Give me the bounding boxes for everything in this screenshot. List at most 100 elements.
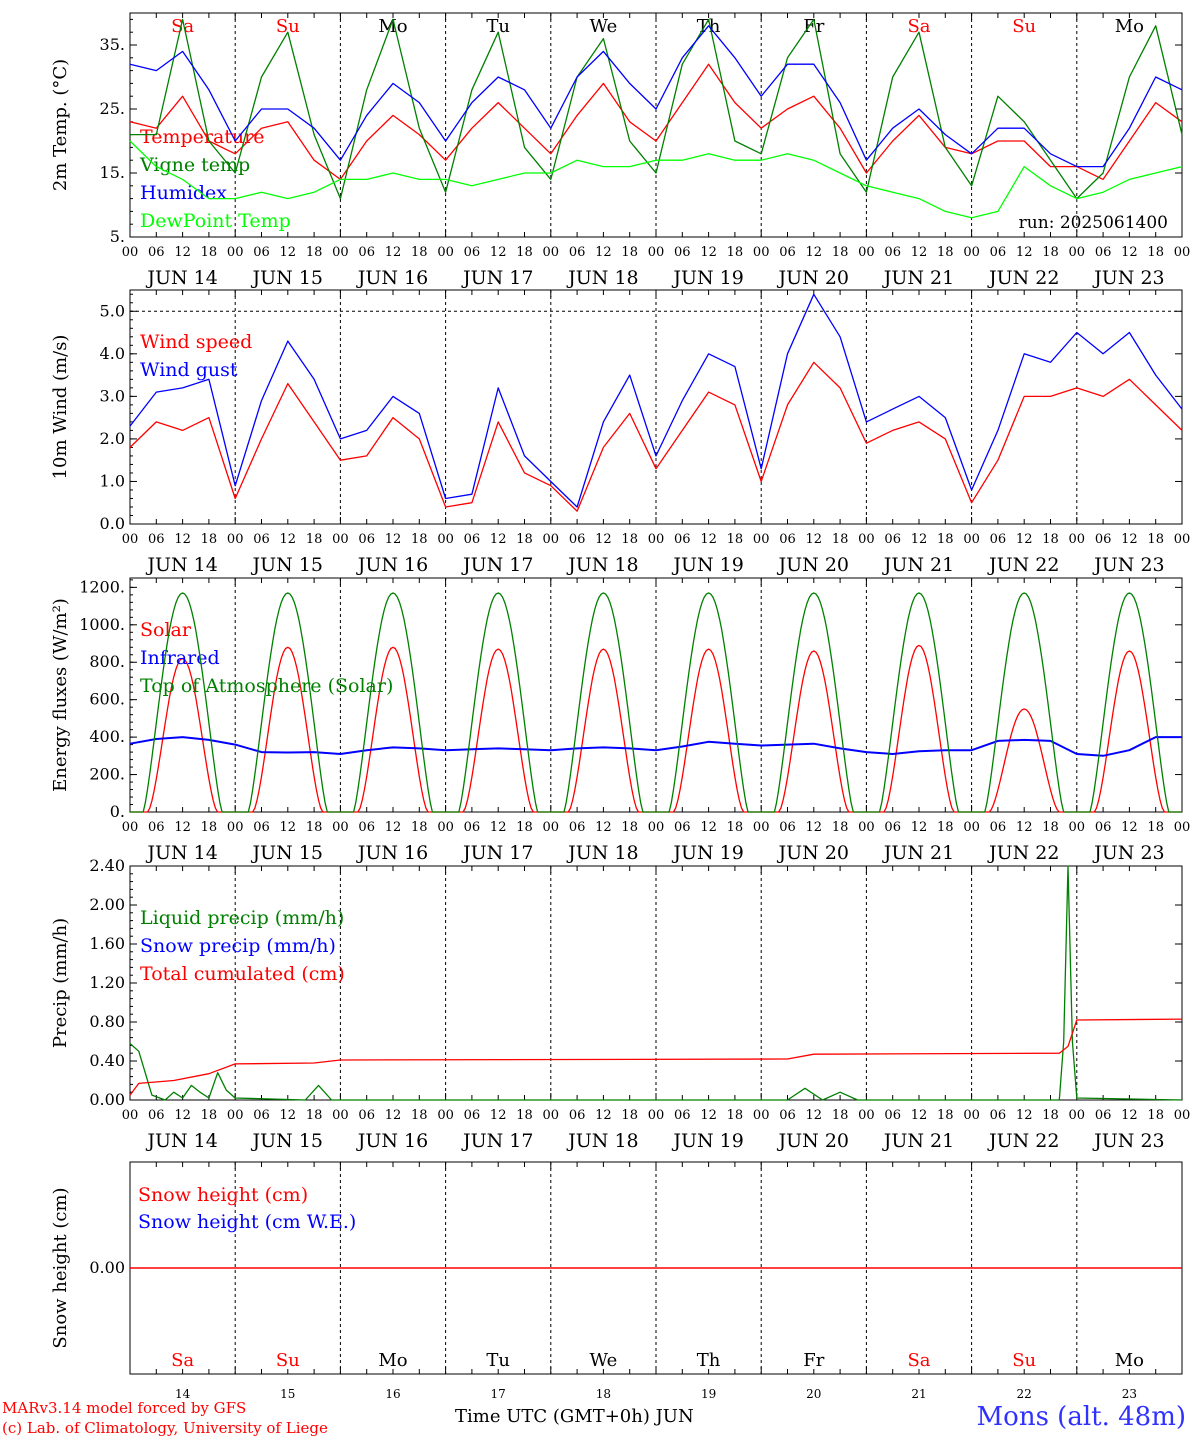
hour-label: 12 [595, 532, 612, 547]
y-tick-label: 0.0 [100, 514, 125, 533]
x-axis-title: Time UTC (GMT+0h) JUN [455, 1406, 694, 1427]
y-tick-label: 600. [89, 690, 125, 709]
hour-label: 06 [990, 245, 1007, 260]
hour-label: 18 [1042, 820, 1059, 835]
hour-label: 00 [332, 1108, 349, 1123]
hour-label: 06 [1095, 1108, 1112, 1123]
date-label: JUN 22 [987, 267, 1059, 289]
y-tick-label: 2.40 [89, 856, 125, 875]
hour-label: 00 [648, 1108, 665, 1123]
hour-label: 18 [516, 1108, 533, 1123]
hour-label: 00 [227, 532, 244, 547]
hour-label: 06 [358, 245, 375, 260]
hour-label: 18 [937, 245, 954, 260]
day-number-label: 19 [701, 1387, 716, 1401]
weekday-label: Sa [907, 1350, 930, 1371]
hour-label: 00 [648, 820, 665, 835]
y-tick-label: 800. [89, 652, 125, 671]
legend-entry: Infrared [140, 647, 220, 669]
date-label: JUN 21 [882, 554, 954, 576]
date-label: JUN 21 [882, 1130, 954, 1152]
hour-label: 06 [884, 245, 901, 260]
date-label: JUN 14 [145, 1130, 217, 1152]
weekday-label: Su [1012, 16, 1036, 37]
hour-label: 00 [753, 245, 770, 260]
hour-label: 06 [253, 1108, 270, 1123]
hour-label: 12 [490, 532, 507, 547]
date-label: JUN 16 [356, 842, 428, 864]
hour-label: 06 [148, 245, 165, 260]
y-axis-title: Energy fluxes (W/m²) [50, 598, 71, 792]
hour-label: 12 [911, 820, 928, 835]
date-label: JUN 22 [987, 842, 1059, 864]
legend-entry: Liquid precip (mm/h) [140, 907, 344, 929]
date-label: JUN 16 [356, 267, 428, 289]
date-label: JUN 20 [777, 842, 849, 864]
hour-label: 12 [1121, 245, 1138, 260]
hour-label: 18 [1042, 1108, 1059, 1123]
hour-label: 06 [464, 532, 481, 547]
hour-label: 18 [832, 532, 849, 547]
hour-label: 18 [727, 532, 744, 547]
hour-label: 00 [1069, 532, 1086, 547]
y-tick-label: 4.0 [100, 344, 125, 363]
hour-label: 00 [543, 1108, 560, 1123]
hour-label: 06 [253, 532, 270, 547]
model-credit: MARv3.14 model forced by GFS [2, 1399, 247, 1417]
hour-label: 18 [1147, 1108, 1164, 1123]
hour-label: 00 [332, 820, 349, 835]
hour-label: 12 [1016, 532, 1033, 547]
hour-label: 00 [858, 820, 875, 835]
hour-label: 12 [280, 245, 297, 260]
y-tick-label: 1.20 [89, 973, 125, 992]
weekday-label: Mo [378, 1350, 407, 1371]
day-number-label: 18 [596, 1387, 611, 1401]
hour-label: 12 [385, 532, 402, 547]
hour-label: 12 [806, 532, 823, 547]
hour-label: 00 [1174, 820, 1191, 835]
hour-label: 12 [1121, 532, 1138, 547]
hour-label: 00 [1069, 820, 1086, 835]
date-label: JUN 17 [461, 1130, 533, 1152]
plot-frame [129, 12, 1183, 238]
hour-label: 18 [727, 820, 744, 835]
hour-label: 18 [411, 532, 428, 547]
chart-panel-2: 0.0 1.0 2.0 3.0 4.0 5.0 10m Wind (m/s) 00 06 12 18… [50, 289, 1190, 576]
legend-entry: Wind gust [140, 359, 238, 381]
hour-label: 12 [280, 820, 297, 835]
hour-label: 00 [1069, 1108, 1086, 1123]
hour-label: 12 [1016, 1108, 1033, 1123]
hour-label: 18 [306, 820, 323, 835]
date-label: JUN 22 [987, 1130, 1059, 1152]
hour-label: 12 [806, 245, 823, 260]
y-tick-label: 1.60 [89, 934, 125, 953]
legend-entry: DewPoint Temp [140, 210, 291, 232]
hour-label: 12 [806, 1108, 823, 1123]
hour-label: 00 [963, 245, 980, 260]
hour-label: 12 [911, 245, 928, 260]
y-tick-label: 5.0 [100, 301, 125, 320]
hour-label: 00 [227, 245, 244, 260]
hour-label: 12 [385, 1108, 402, 1123]
legend-entry: Humidex [140, 182, 227, 204]
hour-label: 06 [464, 245, 481, 260]
hour-label: 18 [832, 820, 849, 835]
day-number-label: 16 [385, 1387, 400, 1401]
date-label: JUN 18 [566, 554, 638, 576]
date-label: JUN 21 [882, 267, 954, 289]
y-tick-label: 200. [89, 765, 125, 784]
hour-label: 00 [122, 1108, 139, 1123]
y-tick-label: 1200. [79, 577, 125, 596]
day-number-label: 15 [280, 1387, 295, 1401]
date-label: JUN 15 [251, 1130, 323, 1152]
date-label: JUN 23 [1092, 1130, 1164, 1152]
hour-label: 00 [753, 532, 770, 547]
weekday-label: Fr [803, 16, 824, 37]
hour-label: 00 [1069, 245, 1086, 260]
weekday-label: Su [276, 16, 300, 37]
weekday-label: We [590, 16, 618, 37]
series-line-green [129, 865, 1183, 1101]
hour-label: 18 [621, 820, 638, 835]
date-label: JUN 23 [1092, 554, 1164, 576]
